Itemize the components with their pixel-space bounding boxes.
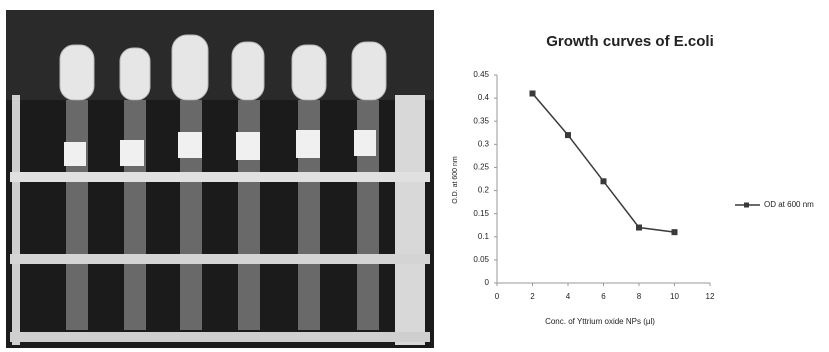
y-tick-label: 0.2 bbox=[478, 186, 490, 195]
y-tick-label: 0.3 bbox=[478, 139, 490, 148]
y-tick-label: 0.35 bbox=[473, 116, 489, 125]
legend-label: OD at 600 nm bbox=[764, 200, 814, 209]
y-axis-label: O.D. at 600 nm bbox=[452, 156, 459, 204]
x-tick-label: 6 bbox=[601, 292, 606, 301]
y-tick-label: 0.4 bbox=[478, 93, 490, 102]
y-tick-label: 0.25 bbox=[473, 163, 489, 172]
data-point bbox=[636, 224, 642, 231]
x-axis-label: Conc. of Yttrium oxide NPs (µl) bbox=[545, 317, 655, 326]
legend-marker bbox=[744, 202, 749, 208]
chart-title: Growth curves of E.coli bbox=[546, 33, 714, 50]
data-point bbox=[565, 132, 571, 139]
x-tick-label: 8 bbox=[637, 292, 642, 301]
data-point bbox=[600, 178, 607, 185]
x-tick-label: 4 bbox=[566, 292, 571, 301]
x-tick-label: 12 bbox=[706, 292, 715, 301]
y-tick-label: 0.1 bbox=[478, 232, 490, 241]
x-tick-label: 2 bbox=[530, 292, 535, 301]
data-point bbox=[671, 229, 678, 236]
y-tick-label: 0.15 bbox=[473, 209, 489, 218]
y-tick-label: 0.05 bbox=[473, 255, 489, 264]
photo bbox=[6, 10, 434, 348]
y-tick-label: 0 bbox=[485, 278, 490, 287]
x-tick-label: 10 bbox=[670, 292, 679, 301]
y-tick-label: 0.45 bbox=[473, 70, 489, 79]
series-line bbox=[531, 93, 675, 233]
data-point bbox=[529, 90, 536, 97]
x-tick-label: 0 bbox=[495, 292, 500, 301]
